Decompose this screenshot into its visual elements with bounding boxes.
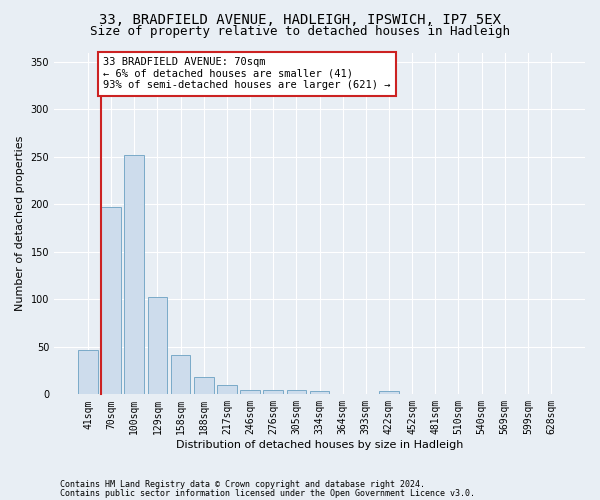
Bar (287, 390, 306, 394)
Text: 33, BRADFIELD AVENUE, HADLEIGH, IPSWICH, IP7 5EX: 33, BRADFIELD AVENUE, HADLEIGH, IPSWICH,… (99, 12, 501, 26)
Bar (217, 385, 237, 394)
Bar (379, 392, 399, 394)
Bar (263, 390, 283, 394)
Text: Size of property relative to detached houses in Hadleigh: Size of property relative to detached ho… (90, 25, 510, 38)
Bar (194, 377, 214, 394)
Bar (78, 350, 98, 395)
Bar (310, 390, 329, 394)
Bar (240, 390, 260, 394)
Text: Contains HM Land Registry data © Crown copyright and database right 2024.: Contains HM Land Registry data © Crown c… (60, 480, 425, 489)
Bar (171, 356, 190, 395)
Text: 33 BRADFIELD AVENUE: 70sqm
← 6% of detached houses are smaller (41)
93% of semi-: 33 BRADFIELD AVENUE: 70sqm ← 6% of detac… (103, 57, 391, 90)
Bar (101, 208, 121, 394)
Bar (148, 298, 167, 394)
X-axis label: Distribution of detached houses by size in Hadleigh: Distribution of detached houses by size … (176, 440, 463, 450)
Bar (124, 155, 144, 394)
Text: Contains public sector information licensed under the Open Government Licence v3: Contains public sector information licen… (60, 488, 475, 498)
Y-axis label: Number of detached properties: Number of detached properties (15, 136, 25, 311)
